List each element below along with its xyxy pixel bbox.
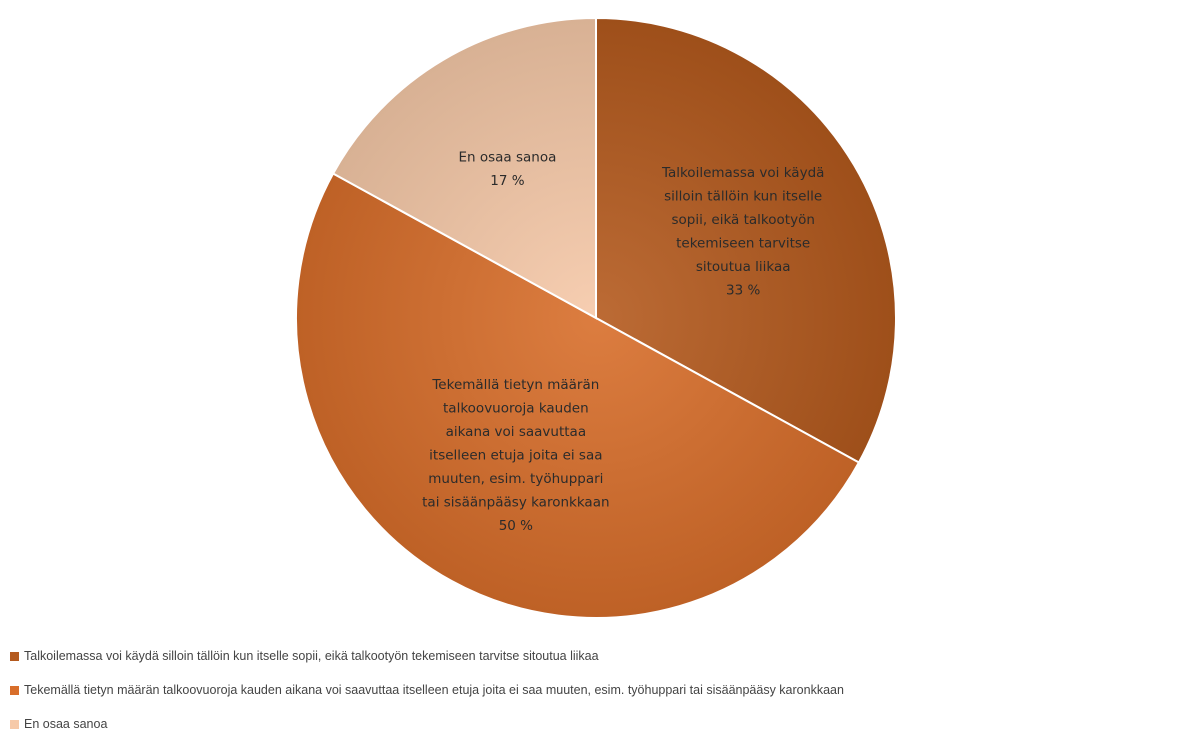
legend: Talkoilemassa voi käydä silloin tällöin … xyxy=(10,645,1195,735)
pie-chart: Talkoilemassa voi käydä silloin tällöin k… xyxy=(295,16,897,619)
legend-swatch xyxy=(10,651,19,661)
pie-slice xyxy=(295,172,861,619)
legend-label: Tekemällä tietyn määrän talkoovuoroja ka… xyxy=(24,683,844,697)
legend-item: Talkoilemassa voi käydä silloin tällöin … xyxy=(10,645,1195,667)
legend-item: Tekemällä tietyn määrän talkoovuoroja ka… xyxy=(10,679,1195,701)
pie-slice xyxy=(331,16,597,320)
legend-item: En osaa sanoa xyxy=(10,713,1195,735)
legend-label: En osaa sanoa xyxy=(24,717,108,731)
legend-label: Talkoilemassa voi käydä silloin tällöin … xyxy=(24,649,599,663)
slice-data-label: Tekemällä tietyn määrän talkoovuoroja kau… xyxy=(422,377,609,534)
pie-slice xyxy=(595,16,897,464)
legend-swatch xyxy=(10,685,19,695)
slice-data-label: Talkoilemassa voi käydä silloin tällöin k… xyxy=(661,165,824,299)
slice-data-label: En osaa sanoa 17 % xyxy=(458,149,556,189)
legend-swatch xyxy=(10,719,19,729)
